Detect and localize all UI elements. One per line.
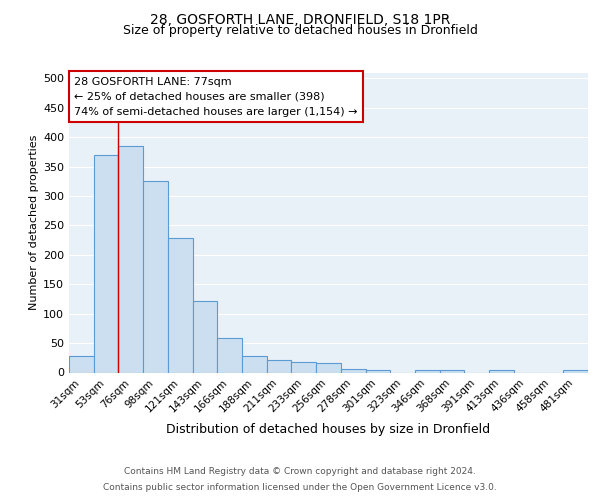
Bar <box>242 356 267 372</box>
Text: Size of property relative to detached houses in Dronfield: Size of property relative to detached ho… <box>122 24 478 37</box>
Bar <box>217 338 242 372</box>
Bar <box>168 238 193 372</box>
Bar <box>143 182 168 372</box>
Bar <box>489 370 514 372</box>
Bar <box>316 362 341 372</box>
Text: Contains HM Land Registry data © Crown copyright and database right 2024.: Contains HM Land Registry data © Crown c… <box>124 467 476 476</box>
Bar <box>292 362 316 372</box>
Bar <box>440 370 464 372</box>
Bar <box>365 370 390 372</box>
Bar <box>341 369 365 372</box>
Y-axis label: Number of detached properties: Number of detached properties <box>29 135 39 310</box>
Bar <box>118 146 143 372</box>
Bar <box>69 356 94 372</box>
Text: Contains public sector information licensed under the Open Government Licence v3: Contains public sector information licen… <box>103 484 497 492</box>
Bar <box>415 370 440 372</box>
Bar <box>94 155 118 372</box>
Text: 28 GOSFORTH LANE: 77sqm
← 25% of detached houses are smaller (398)
74% of semi-d: 28 GOSFORTH LANE: 77sqm ← 25% of detache… <box>74 77 358 116</box>
Text: 28, GOSFORTH LANE, DRONFIELD, S18 1PR: 28, GOSFORTH LANE, DRONFIELD, S18 1PR <box>150 12 450 26</box>
Bar <box>193 302 217 372</box>
Bar <box>267 360 292 372</box>
Bar <box>563 370 588 372</box>
X-axis label: Distribution of detached houses by size in Dronfield: Distribution of detached houses by size … <box>166 422 491 436</box>
